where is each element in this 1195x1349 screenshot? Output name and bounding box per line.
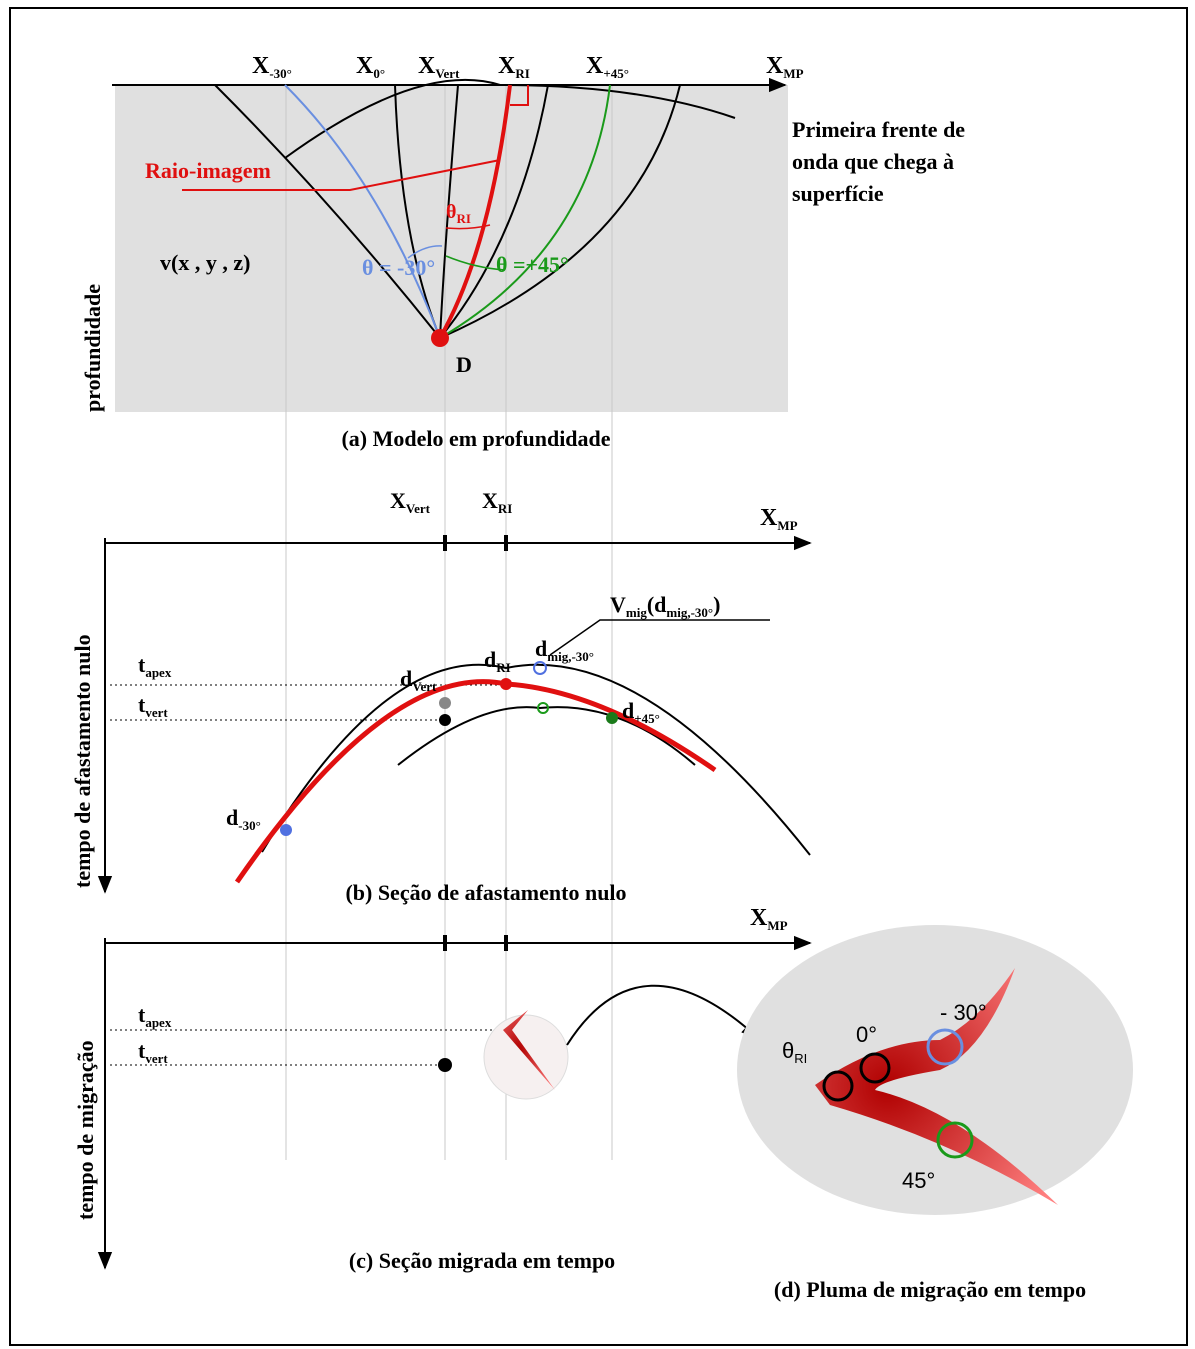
text: X — [750, 905, 768, 931]
panel-c-shapes — [105, 935, 810, 1268]
axis-position-label: X0° — [356, 53, 385, 81]
subscript: mig — [626, 605, 647, 620]
subscript: RI — [515, 66, 529, 81]
text: d — [484, 647, 496, 672]
text: X — [766, 53, 784, 79]
subscript: Vert — [406, 501, 431, 516]
angle-label: 0° — [856, 1022, 877, 1047]
subscript: -30° — [269, 66, 292, 81]
angle-label: 45° — [902, 1168, 935, 1193]
text: d — [622, 698, 634, 723]
subscript: MP — [777, 518, 797, 533]
caption: (c) Seção migrada em tempo — [349, 1248, 615, 1273]
subscript: RI — [794, 1051, 807, 1066]
event-label: dVert — [400, 666, 437, 694]
text: X — [498, 53, 516, 79]
t-apex-label: tapex — [138, 652, 172, 680]
text: θ — [782, 1038, 794, 1063]
event-label: dmig,-30° — [535, 636, 594, 664]
axis-position-label: XRI — [498, 53, 530, 81]
event-label: dRI — [484, 647, 511, 675]
text: X — [356, 53, 374, 79]
text: d — [535, 636, 547, 661]
axis-position-label: XRI — [482, 488, 512, 516]
subscript: apex — [145, 665, 172, 680]
subscript: MP — [767, 918, 787, 933]
y-axis-label: tempo de afastamento nulo — [70, 634, 95, 888]
angle-label: - 30° — [940, 1000, 987, 1025]
subscript: vert — [145, 1051, 168, 1066]
subscript: vert — [145, 705, 168, 720]
t-apex-label: tapex — [138, 1002, 172, 1030]
subscript: RI — [496, 660, 510, 675]
theta-label: θ = -30° — [362, 255, 435, 280]
text: ) — [713, 592, 720, 617]
t-vert-label: tvert — [138, 1038, 168, 1066]
axis-position-label: XMP — [750, 905, 788, 933]
text: d — [226, 805, 238, 830]
text: (d — [647, 592, 667, 617]
subscript: Vert — [435, 66, 460, 81]
subscript: +45° — [634, 711, 660, 726]
panel-b-shapes — [105, 535, 810, 892]
text: d — [400, 666, 412, 691]
text: X — [418, 53, 436, 79]
velocity-label: v(x , y , z) — [160, 250, 250, 275]
vmig-label: Vmig(dmig,-30°) — [610, 592, 720, 620]
subscript: apex — [145, 1015, 172, 1030]
caption: (b) Seção de afastamento nulo — [345, 880, 626, 905]
subscript: +45° — [603, 66, 629, 81]
axis-position-label: X-30° — [252, 53, 292, 81]
subscript: RI — [456, 211, 470, 226]
y-axis-label: profundidade — [80, 284, 105, 412]
wavefront-note: Primeira frente de — [792, 117, 965, 142]
text: X — [586, 53, 604, 79]
caption: (d) Pluma de migração em tempo — [774, 1277, 1086, 1302]
event-label: d-30° — [226, 805, 261, 833]
caption: (a) Modelo em profundidade — [341, 426, 610, 451]
wavefront-note: onda que chega à — [792, 149, 954, 174]
text: X — [252, 53, 270, 79]
wavefront-note: superfície — [792, 181, 884, 206]
text: θ — [446, 201, 456, 223]
subscript: Vert — [412, 679, 437, 694]
text: X — [760, 505, 778, 531]
axis-position-label: XMP — [766, 53, 804, 81]
axis-position-label: X+45° — [586, 53, 629, 81]
y-axis-label: tempo de migração — [73, 1040, 98, 1220]
text: X — [482, 488, 498, 513]
subscript: RI — [498, 501, 512, 516]
diagram: X-30°X0°XVertXRIX+45°XMPPrimeira frente … — [0, 0, 1195, 1349]
event-label: d+45° — [622, 698, 660, 726]
point-label: D — [456, 352, 472, 377]
subscript: -30° — [238, 818, 261, 833]
subscript: MP — [783, 66, 803, 81]
subscript: mig,-30° — [666, 605, 713, 620]
theta-label: θ =+45° — [496, 252, 569, 277]
axis-position-label: XVert — [390, 488, 431, 516]
subscript: 0° — [373, 66, 385, 81]
text: V — [610, 592, 626, 617]
text: X — [390, 488, 406, 513]
t-vert-label: tvert — [138, 692, 168, 720]
subscript: mig,-30° — [547, 649, 594, 664]
axis-position-label: XMP — [760, 505, 798, 533]
image-ray-label: Raio-imagem — [145, 158, 271, 183]
axis-position-label: XVert — [418, 53, 460, 81]
